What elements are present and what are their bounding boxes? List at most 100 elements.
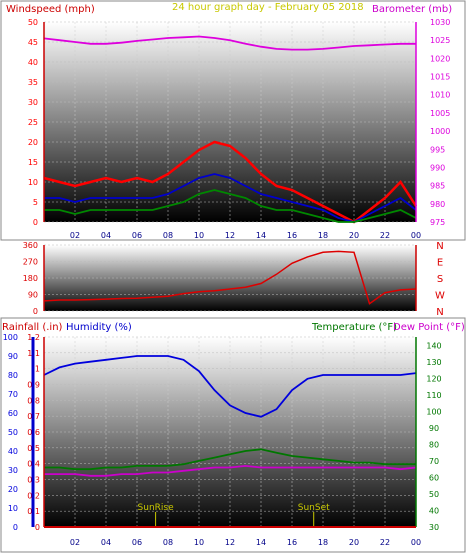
barometer-tick-label: 995 <box>430 145 445 154</box>
windspeed-tick-label: 0 <box>33 218 38 227</box>
x-tick-label: 08 <box>163 231 173 240</box>
barometer-tick-label: 980 <box>430 200 445 209</box>
temperature-line <box>44 448 416 471</box>
x-tick-label: 04 <box>101 538 111 547</box>
x-tick-label: 02 <box>70 231 80 240</box>
temperature-tick-label: 80 <box>429 440 439 449</box>
x-tick-label: 14 <box>256 538 266 547</box>
x-tick-label: 22 <box>380 538 390 547</box>
x-tick-label: 00 <box>411 231 421 240</box>
x-tick-label: 18 <box>318 538 328 547</box>
barometer-tick-label: 975 <box>430 218 445 227</box>
barometer-tick-label: 1005 <box>430 109 450 118</box>
humidity-tick-label: 30 <box>8 466 18 475</box>
x-tick-label: 14 <box>256 231 266 240</box>
windspeed-tick-label: 50 <box>28 18 38 27</box>
humidity-tick-label: 10 <box>8 504 18 513</box>
sunrise-label: SunRise <box>138 503 175 513</box>
wind-barometer-panel: 0510152025303540455097598098599099510001… <box>0 0 466 241</box>
tick-labels: 0510152025303540455097598098599099510001… <box>28 18 451 240</box>
humidity-tick-label: 40 <box>8 447 18 456</box>
barometer-tick-label: 1025 <box>430 36 450 45</box>
barometer-tick-label: 1020 <box>430 54 450 63</box>
barometer-tick-label: 985 <box>430 182 445 191</box>
barometer-tick-label: 990 <box>430 163 445 172</box>
x-tick-label: 08 <box>163 538 173 547</box>
barometer-tick-label: 1030 <box>430 18 450 27</box>
windspeed-tick-label: 20 <box>28 138 38 147</box>
temperature-tick-label: 30 <box>429 523 439 532</box>
direction-tick-label: 270 <box>23 258 38 267</box>
windspeed-tick-label: 40 <box>28 58 38 67</box>
grid <box>44 336 417 528</box>
humidity-tick-label: 20 <box>8 485 18 494</box>
barometer-tick-label: 1015 <box>430 73 450 82</box>
series <box>43 355 417 527</box>
humidity-tick-label: 100 <box>3 333 18 342</box>
windspeed-tick-label: 10 <box>28 178 38 187</box>
dewpoint-line <box>44 464 417 477</box>
x-tick-label: 16 <box>287 231 297 240</box>
direction-tick-label: 180 <box>23 274 38 283</box>
windspeed-axis-label: Windspeed (mph) <box>6 4 95 15</box>
humidity-tick-label: 70 <box>8 390 18 399</box>
x-tick-label: 10 <box>194 231 204 240</box>
series <box>43 250 417 305</box>
x-tick-label: 22 <box>380 231 390 240</box>
temperature-tick-label: 130 <box>426 358 441 367</box>
compass-label: E <box>437 258 443 269</box>
x-tick-label: 20 <box>349 231 359 240</box>
wind_low-line <box>44 189 417 223</box>
temperature-tick-label: 60 <box>429 473 439 482</box>
barometer-axis-label: Barometer (mb) <box>372 4 452 15</box>
x-tick-label: 20 <box>349 538 359 547</box>
humidity-tick-label: 50 <box>8 428 18 437</box>
wind-direction-panel: 0 N 90 W 180 S 270 E 360 N <box>23 241 445 318</box>
x-tick-label: 12 <box>225 231 235 240</box>
temperature-tick-label: 70 <box>429 457 439 466</box>
humidity-line <box>43 355 417 418</box>
x-tick-label: 06 <box>132 538 142 547</box>
humidity-axis-label: Humidity (%) <box>66 322 132 333</box>
direction-tick-label: 360 <box>23 241 38 250</box>
x-tick-label: 18 <box>318 231 328 240</box>
humidity-tick-label: 0 <box>13 523 18 532</box>
x-tick-label: 16 <box>287 538 297 547</box>
temperature-tick-label: 100 <box>426 407 441 416</box>
x-tick-label: 00 <box>411 538 421 547</box>
temperature-tick-label: 50 <box>429 490 439 499</box>
grid <box>44 21 417 223</box>
temperature-tick-label: 90 <box>429 424 439 433</box>
humidity-tick-label: 60 <box>8 409 18 418</box>
chart-title: 24 hour graph day - February 05 2018 <box>172 2 364 13</box>
temperature-tick-label: 120 <box>426 374 441 383</box>
direction-tick-label: 0 <box>33 307 38 316</box>
x-tick-label: 10 <box>194 538 204 547</box>
rainfall-axis-label: Rainfall (.in) <box>2 322 63 333</box>
windspeed-tick-label: 30 <box>28 98 38 107</box>
compass-label: S <box>437 274 443 285</box>
tick-labels: 0 N 90 W 180 S 270 E 360 N <box>23 241 445 318</box>
x-tick-label: 06 <box>132 231 142 240</box>
compass-label: N <box>436 241 443 252</box>
windspeed-tick-label: 25 <box>28 118 38 127</box>
series <box>43 35 418 224</box>
dewpoint-axis-label: Dew Point (°F) <box>393 322 465 333</box>
temperature-tick-label: 40 <box>429 506 439 515</box>
x-tick-label: 04 <box>101 231 111 240</box>
temperature-tick-label: 110 <box>426 391 441 400</box>
barometer-line <box>43 35 416 51</box>
windspeed-tick-label: 15 <box>28 158 38 167</box>
rain-tick-label: 1 <box>35 365 40 374</box>
grid <box>44 244 416 312</box>
barometer-tick-label: 1000 <box>430 127 450 136</box>
temperature-tick-label: 140 <box>426 341 441 350</box>
compass-label: N <box>436 307 443 318</box>
x-tick-label: 12 <box>225 538 235 547</box>
windspeed-tick-label: 35 <box>28 78 38 87</box>
rain-tick-label: 0 <box>35 523 40 532</box>
x-tick-label: 02 <box>70 538 80 547</box>
humidity-tick-label: 90 <box>8 352 18 361</box>
